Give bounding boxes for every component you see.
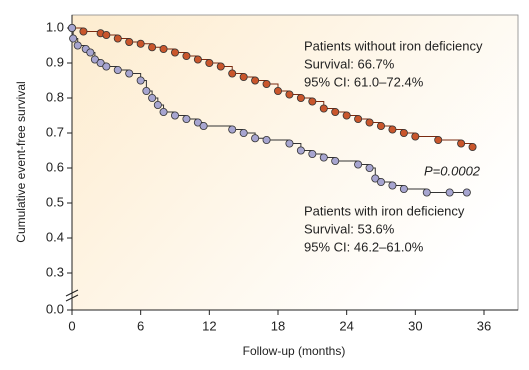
censor-marker xyxy=(102,30,111,39)
censor-marker xyxy=(399,128,408,137)
censor-marker xyxy=(285,90,294,99)
censor-marker xyxy=(239,73,248,82)
censor-marker xyxy=(86,48,95,57)
censor-marker xyxy=(239,128,248,137)
annotation: 95% CI: 46.2–61.0% xyxy=(304,239,424,254)
censor-marker xyxy=(73,41,82,50)
censor-marker xyxy=(411,132,420,141)
censor-marker xyxy=(262,135,271,144)
censor-marker xyxy=(170,48,179,57)
censor-marker xyxy=(125,38,134,47)
censor-marker xyxy=(148,43,157,52)
annotation: Survival: 66.7% xyxy=(304,56,395,71)
censor-marker xyxy=(371,174,380,183)
censor-marker xyxy=(354,160,363,169)
censor-marker xyxy=(96,59,105,68)
x-tick-label: 18 xyxy=(271,318,285,333)
x-tick-label: 12 xyxy=(202,318,216,333)
censor-marker xyxy=(376,177,385,186)
censor-marker xyxy=(159,45,168,54)
censor-marker xyxy=(331,108,340,117)
y-tick-label: 0.7 xyxy=(46,124,64,139)
y-tick-label: 0.8 xyxy=(46,89,64,104)
censor-marker xyxy=(193,55,202,64)
censor-marker xyxy=(365,163,374,172)
censor-marker xyxy=(468,142,477,151)
censor-marker xyxy=(228,69,237,78)
censor-marker xyxy=(148,94,157,103)
censor-marker xyxy=(113,66,122,75)
censor-marker xyxy=(69,34,78,43)
censor-marker xyxy=(308,149,317,158)
censor-marker xyxy=(199,122,208,131)
censor-marker xyxy=(79,27,88,36)
censor-marker xyxy=(159,108,168,117)
p-value: P=0.0002 xyxy=(424,163,481,178)
censor-marker xyxy=(376,122,385,131)
censor-marker xyxy=(193,118,202,127)
y-tick-label: 0.0 xyxy=(46,301,64,316)
censor-marker xyxy=(342,111,351,120)
censor-marker xyxy=(365,118,374,127)
y-tick-label: 1.0 xyxy=(46,19,64,34)
censor-marker xyxy=(251,134,260,143)
annotation: Survival: 53.6% xyxy=(304,221,395,236)
censor-marker xyxy=(136,39,145,48)
censor-marker xyxy=(319,104,328,113)
censor-marker xyxy=(136,76,145,85)
censor-marker xyxy=(457,139,466,148)
censor-marker xyxy=(462,188,471,197)
censor-marker xyxy=(142,87,151,96)
censor-marker xyxy=(216,62,225,71)
x-tick-label: 0 xyxy=(68,318,75,333)
censor-marker xyxy=(319,153,328,162)
annotation: 95% CI: 61.0–72.4% xyxy=(304,74,424,89)
censor-marker xyxy=(422,188,431,197)
censor-marker xyxy=(68,23,77,32)
censor-marker xyxy=(434,135,443,144)
y-tick-label: 0.9 xyxy=(46,54,64,69)
censor-marker xyxy=(388,181,397,190)
censor-marker xyxy=(113,34,122,43)
x-tick-label: 6 xyxy=(137,318,144,333)
censor-marker xyxy=(205,59,214,68)
censor-marker xyxy=(251,76,260,85)
y-axis-label: Cumulative event-free survival xyxy=(14,81,28,242)
censor-marker xyxy=(296,94,305,103)
censor-marker xyxy=(228,125,237,134)
censor-marker xyxy=(170,111,179,120)
censor-marker xyxy=(182,115,191,124)
x-axis-label: Follow-up (months) xyxy=(243,344,346,358)
censor-marker xyxy=(308,97,317,106)
annotation: Patients without iron deficiency xyxy=(304,38,483,53)
y-tick-label: 0.6 xyxy=(46,159,64,174)
censor-marker xyxy=(125,69,134,78)
y-tick-label: 0.3 xyxy=(46,264,64,279)
censor-marker xyxy=(399,184,408,193)
censor-marker xyxy=(273,87,282,96)
x-tick-label: 36 xyxy=(477,318,491,333)
censor-marker xyxy=(262,80,271,89)
censor-marker xyxy=(445,188,454,197)
censor-marker xyxy=(182,52,191,61)
plot-area xyxy=(71,14,519,311)
y-tick-label: 0.4 xyxy=(46,229,64,244)
y-tick-label: 0.5 xyxy=(46,194,64,209)
x-tick-label: 24 xyxy=(339,318,353,333)
censor-marker xyxy=(153,101,162,110)
censor-marker xyxy=(388,125,397,134)
censor-marker xyxy=(102,62,111,71)
censor-marker xyxy=(331,156,340,165)
censor-marker xyxy=(285,139,294,148)
x-tick-label: 30 xyxy=(408,318,422,333)
censor-marker xyxy=(90,55,99,64)
censor-marker xyxy=(296,146,305,155)
censor-marker xyxy=(354,115,363,124)
annotation: Patients with iron deficiency xyxy=(304,203,465,218)
